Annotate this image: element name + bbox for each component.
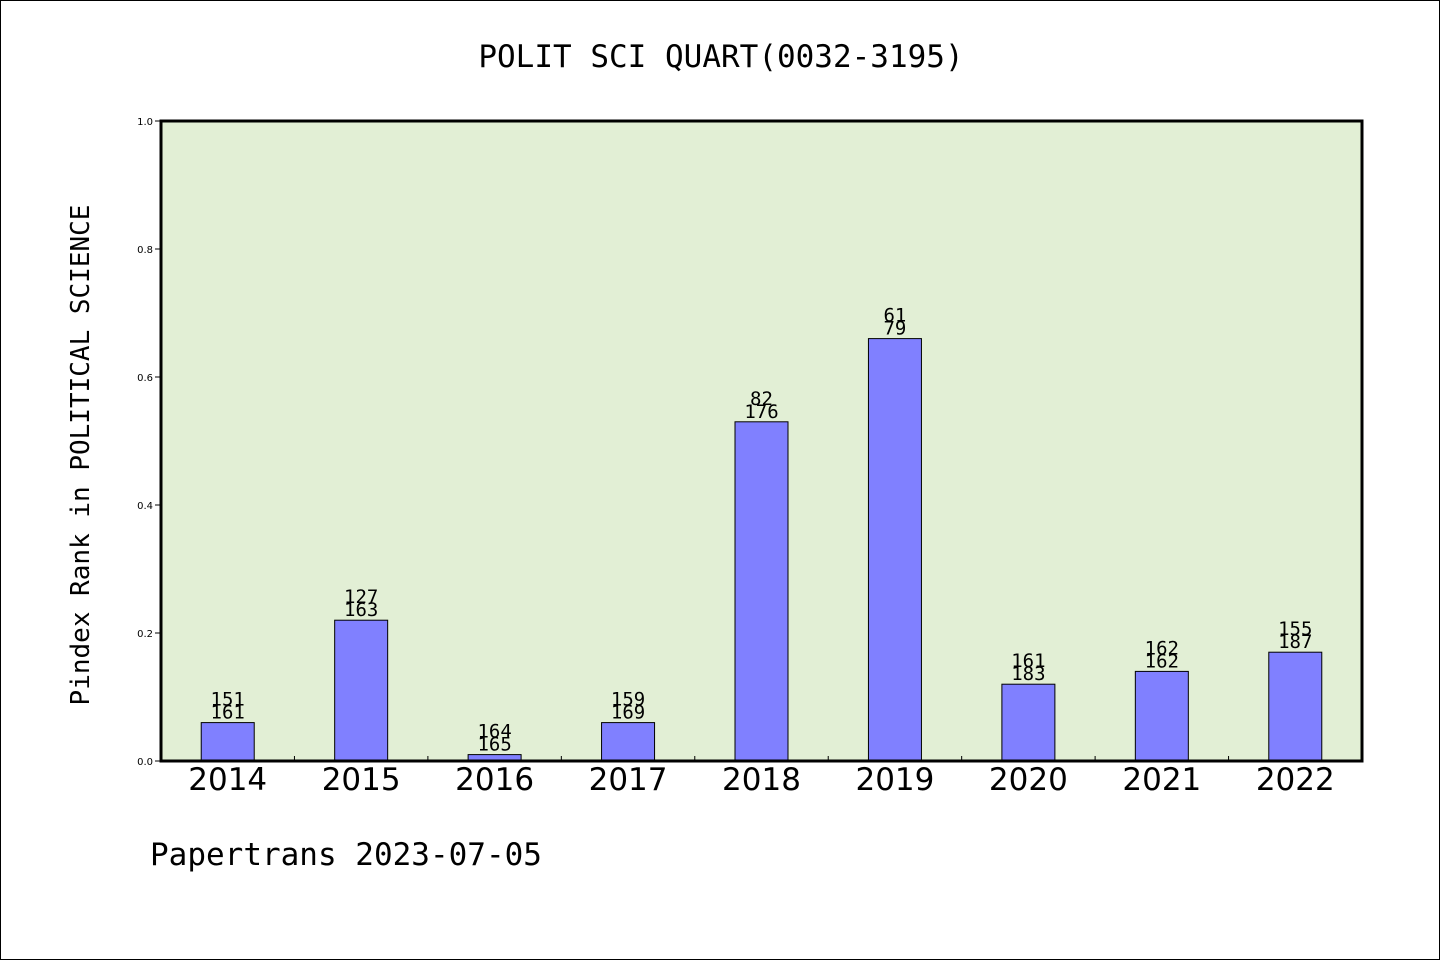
x-tick-label: 2018 <box>722 762 801 798</box>
bar-2021 <box>1134 670 1189 762</box>
bar-2022 <box>1268 651 1323 762</box>
data-labels: 1511611271631641651591698217661791611831… <box>211 305 1313 756</box>
y-tick-label: 0.8 <box>137 245 153 256</box>
data-label-top: 61 <box>883 305 906 327</box>
data-label-top: 159 <box>611 689 645 711</box>
x-axis-ticks: 2014 2015 2016 2017 2018 2019 2020 2021 2022 <box>188 756 1335 798</box>
y-tick-label: 0.2 <box>137 629 153 640</box>
data-label-top: 151 <box>211 689 245 711</box>
x-tick-label: 2017 <box>589 762 668 798</box>
data-label-top: 162 <box>1145 637 1179 659</box>
data-label-bottom: 169 <box>611 702 645 724</box>
data-label-bottom: 176 <box>744 401 778 423</box>
bar-2019 <box>867 338 922 762</box>
data-label-bottom: 161 <box>211 702 245 724</box>
x-tick-label: 2020 <box>989 762 1068 798</box>
y-axis-label: Pindex Rank in POLITICAL SCIENCE <box>66 205 96 706</box>
bar-2018 <box>734 421 789 762</box>
y-tick-label: 0.0 <box>137 757 153 768</box>
data-label-bottom: 183 <box>1011 663 1045 685</box>
bar-2020 <box>1001 683 1056 762</box>
x-tick-label: 2019 <box>855 762 934 798</box>
chart-title: POLIT SCI QUART(0032-3195) <box>478 39 963 75</box>
bar-2017 <box>601 722 656 762</box>
y-axis-ticks: 0.0 0.2 0.4 0.6 0.8 1.0 <box>137 117 161 768</box>
bar-2015 <box>334 619 389 762</box>
data-label-bottom: 163 <box>344 599 378 621</box>
data-label-bottom: 162 <box>1145 650 1179 672</box>
y-tick-label: 0.4 <box>137 501 153 512</box>
data-label-top: 164 <box>477 721 511 743</box>
data-label-bottom: 165 <box>477 734 511 756</box>
bar-2014 <box>200 722 255 762</box>
x-tick-label: 2021 <box>1122 762 1201 798</box>
data-label-top: 155 <box>1278 618 1312 640</box>
footer-credit: Papertrans 2023-07-05 <box>150 837 542 873</box>
data-label-top: 127 <box>344 586 378 608</box>
y-tick-label: 1.0 <box>137 117 153 128</box>
x-tick-label: 2015 <box>322 762 401 798</box>
data-label-top: 82 <box>750 388 773 410</box>
data-label-bottom: 187 <box>1278 631 1312 653</box>
x-tick-label: 2022 <box>1256 762 1335 798</box>
y-tick-label: 0.6 <box>137 373 153 384</box>
data-label-bottom: 79 <box>883 318 906 340</box>
x-tick-label: 2016 <box>455 762 534 798</box>
plot-border <box>159 119 1364 763</box>
bar-series <box>200 338 1323 762</box>
x-tick-label: 2014 <box>188 762 267 798</box>
data-label-top: 161 <box>1011 650 1045 672</box>
